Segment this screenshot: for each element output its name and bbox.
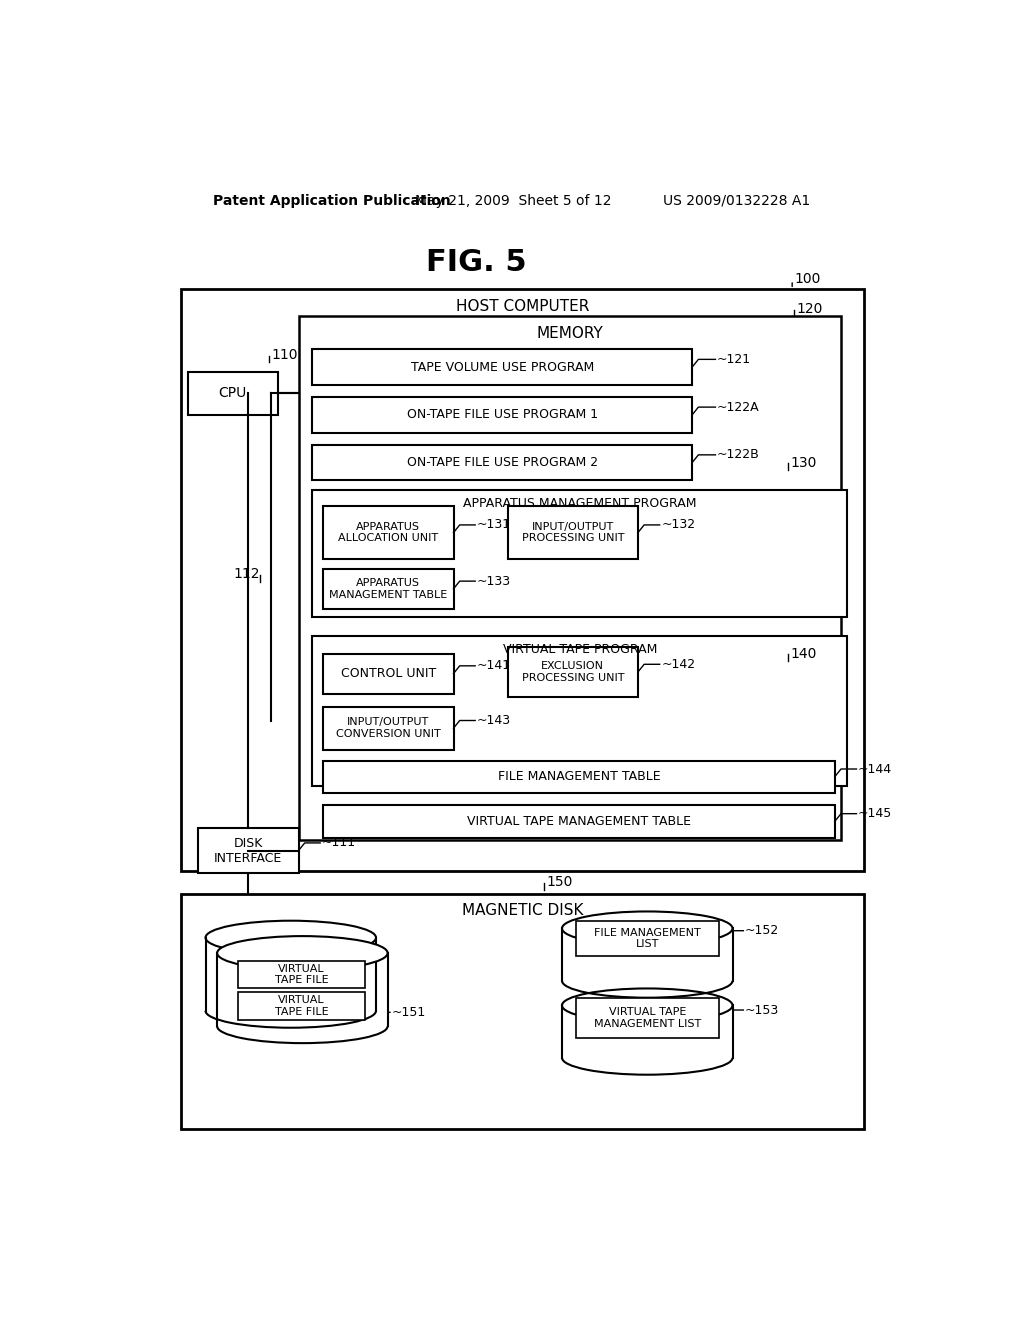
Text: INPUT/OUTPUT
CONVERSION UNIT: INPUT/OUTPUT CONVERSION UNIT xyxy=(336,717,440,739)
Text: APPARATUS
MANAGEMENT TABLE: APPARATUS MANAGEMENT TABLE xyxy=(330,578,447,599)
Text: ~133: ~133 xyxy=(477,574,511,587)
Text: MEMORY: MEMORY xyxy=(537,326,603,341)
Bar xyxy=(508,647,638,697)
Text: ~121: ~121 xyxy=(717,352,752,366)
Text: ON-TAPE FILE USE PROGRAM 1: ON-TAPE FILE USE PROGRAM 1 xyxy=(407,408,598,421)
Text: ~152: ~152 xyxy=(744,924,779,937)
Bar xyxy=(575,998,719,1038)
Text: CPU: CPU xyxy=(218,387,247,400)
Text: CONTROL UNIT: CONTROL UNIT xyxy=(341,667,436,680)
Bar xyxy=(324,507,454,558)
Text: VIRTUAL
TAPE FILE: VIRTUAL TAPE FILE xyxy=(274,995,329,1016)
Bar xyxy=(238,961,366,989)
Bar xyxy=(180,289,864,871)
Bar xyxy=(562,1006,732,1057)
Ellipse shape xyxy=(562,911,732,945)
Text: 130: 130 xyxy=(791,455,817,470)
Text: ~143: ~143 xyxy=(477,714,511,727)
Text: ~111: ~111 xyxy=(322,837,356,850)
Text: ~131: ~131 xyxy=(477,519,511,532)
Text: FILE MANAGEMENT TABLE: FILE MANAGEMENT TABLE xyxy=(498,770,660,783)
Text: 120: 120 xyxy=(796,302,822,317)
Bar xyxy=(324,569,454,609)
Text: Patent Application Publication: Patent Application Publication xyxy=(213,194,451,207)
Bar xyxy=(312,490,847,616)
Bar xyxy=(217,953,388,1026)
Text: DISK
INTERFACE: DISK INTERFACE xyxy=(214,837,283,865)
Text: 140: 140 xyxy=(791,647,817,660)
Text: EXCLUSION
PROCESSING UNIT: EXCLUSION PROCESSING UNIT xyxy=(521,661,624,682)
Text: May 21, 2009  Sheet 5 of 12: May 21, 2009 Sheet 5 of 12 xyxy=(415,194,611,207)
Text: VIRTUAL TAPE PROGRAM: VIRTUAL TAPE PROGRAM xyxy=(503,643,657,656)
Text: US 2009/0132228 A1: US 2009/0132228 A1 xyxy=(663,194,810,207)
Text: ~122B: ~122B xyxy=(717,449,760,462)
Text: ~151: ~151 xyxy=(391,1006,426,1019)
Text: FILE MANAGEMENT
LIST: FILE MANAGEMENT LIST xyxy=(594,928,700,949)
Text: HOST COMPUTER: HOST COMPUTER xyxy=(456,298,589,314)
Text: ~153: ~153 xyxy=(744,1003,779,1016)
Bar xyxy=(508,507,638,558)
Bar xyxy=(299,317,841,840)
Bar xyxy=(188,372,278,414)
Text: VIRTUAL
TAPE FILE: VIRTUAL TAPE FILE xyxy=(274,964,329,986)
Text: APPARATUS MANAGEMENT PROGRAM: APPARATUS MANAGEMENT PROGRAM xyxy=(463,496,696,510)
Text: VIRTUAL TAPE
MANAGEMENT LIST: VIRTUAL TAPE MANAGEMENT LIST xyxy=(594,1007,700,1028)
Bar xyxy=(180,894,864,1129)
Text: VIRTUAL TAPE MANAGEMENT TABLE: VIRTUAL TAPE MANAGEMENT TABLE xyxy=(467,814,691,828)
Bar xyxy=(324,653,454,693)
Text: 150: 150 xyxy=(547,875,572,890)
Bar xyxy=(198,829,299,873)
Text: ~132: ~132 xyxy=(662,519,695,532)
Bar xyxy=(312,636,847,785)
Text: ~145: ~145 xyxy=(858,807,892,820)
Text: ~144: ~144 xyxy=(858,763,892,776)
Bar xyxy=(312,397,692,433)
Ellipse shape xyxy=(217,936,388,970)
Bar xyxy=(238,993,366,1020)
Text: ~142: ~142 xyxy=(662,657,695,671)
Text: ON-TAPE FILE USE PROGRAM 2: ON-TAPE FILE USE PROGRAM 2 xyxy=(407,455,598,469)
Bar xyxy=(312,350,692,385)
Bar xyxy=(324,805,835,838)
Text: ~122A: ~122A xyxy=(717,400,760,413)
Text: APPARATUS
ALLOCATION UNIT: APPARATUS ALLOCATION UNIT xyxy=(338,521,438,544)
Text: TAPE VOLUME USE PROGRAM: TAPE VOLUME USE PROGRAM xyxy=(411,360,594,374)
Bar xyxy=(324,760,835,793)
Text: ~141: ~141 xyxy=(477,659,511,672)
Text: MAGNETIC DISK: MAGNETIC DISK xyxy=(462,903,584,919)
Ellipse shape xyxy=(206,921,376,954)
Bar xyxy=(324,706,454,750)
Text: 112: 112 xyxy=(233,568,260,581)
Ellipse shape xyxy=(562,989,732,1022)
Bar xyxy=(575,921,719,956)
Text: FIG. 5: FIG. 5 xyxy=(426,248,527,277)
Bar xyxy=(312,445,692,480)
Bar xyxy=(206,937,376,1011)
Text: 100: 100 xyxy=(795,272,821,286)
Bar xyxy=(562,928,732,981)
Text: INPUT/OUTPUT
PROCESSING UNIT: INPUT/OUTPUT PROCESSING UNIT xyxy=(521,521,624,544)
Text: 110: 110 xyxy=(271,347,298,362)
